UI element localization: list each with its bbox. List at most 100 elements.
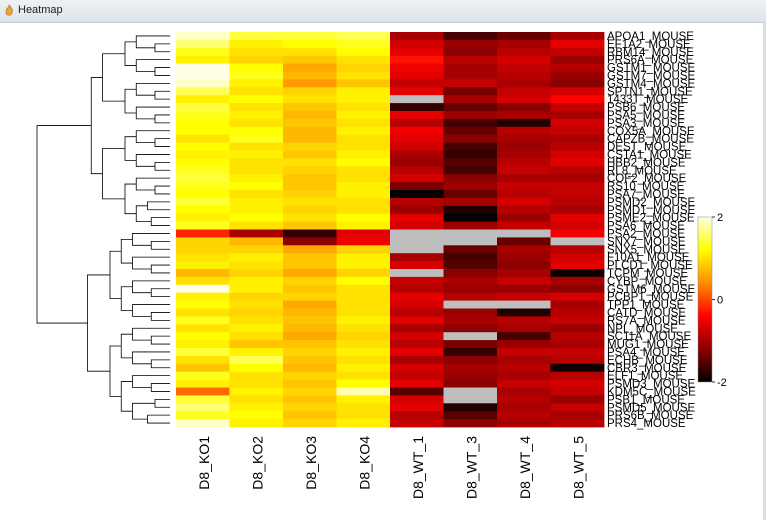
heatmap-cell [443, 308, 498, 317]
heatmap-cell [390, 111, 444, 120]
heatmap-cell [283, 55, 337, 64]
heatmap-cell [550, 118, 605, 128]
heatmap-cell [443, 419, 498, 428]
column-label: D8_KO3 [303, 436, 319, 490]
heatmap-cell [443, 166, 498, 175]
row-label: DEST_MOUSE [607, 142, 687, 154]
heatmap-cell [336, 269, 391, 278]
heatmap-cell [283, 79, 337, 88]
row-label: PLCD1_MOUSE [607, 260, 693, 272]
dendrogram-branch [154, 185, 170, 195]
heatmap-cell [497, 95, 551, 104]
heatmap-cell [443, 174, 498, 183]
heatmap-cell [283, 292, 337, 301]
heatmap-cell [229, 276, 284, 286]
heatmap-cell [283, 284, 337, 294]
heatmap-cell [229, 387, 284, 396]
heatmap-cell [229, 269, 284, 278]
dendrogram-branch [150, 312, 170, 321]
heatmap-cell [443, 348, 498, 357]
heatmap-cell [176, 245, 230, 254]
heatmap-cell [336, 182, 391, 191]
heatmap-cell [229, 87, 284, 96]
heatmap-cell [283, 403, 337, 412]
heatmap-cell [229, 332, 284, 341]
row-label: PSA2_MOUSE [607, 228, 685, 240]
heatmap-cell [390, 340, 444, 349]
heatmap-cell [283, 363, 337, 373]
heatmap-cell [176, 39, 230, 49]
heatmap-cell [443, 39, 498, 49]
heatmap-cell [176, 87, 230, 96]
row-label: HBB2_MOUSE [607, 157, 686, 169]
heatmap-cell [550, 213, 605, 222]
heatmap-cell [176, 142, 230, 151]
heatmap-cell [497, 205, 551, 215]
legend-tick-label: 2 [717, 212, 723, 224]
dendrogram-branch [135, 205, 152, 222]
window-frame-right [763, 22, 766, 520]
heatmap-cell [229, 316, 284, 325]
dendrogram-branch [135, 154, 170, 167]
heatmap-cell [176, 269, 230, 278]
heatmap-cell [229, 32, 284, 41]
heatmap-cell [497, 118, 551, 128]
heatmap-cell [550, 300, 605, 309]
heatmap-cell [497, 190, 551, 199]
heatmap-cell [497, 245, 551, 254]
heatmap-cell [283, 71, 337, 80]
dendrogram-branch [147, 414, 170, 424]
heatmap-cell [550, 142, 605, 151]
heatmap-cell [176, 182, 230, 191]
heatmap-cell [336, 292, 391, 301]
heatmap-cell [443, 379, 498, 388]
heatmap-cell [229, 237, 284, 246]
heatmap-cell [336, 261, 391, 270]
heatmap-cell [176, 95, 230, 104]
heatmap-cell [443, 118, 498, 128]
heatmap-cell [283, 237, 337, 246]
heatmap-cell [176, 332, 230, 341]
heatmap-cell [176, 237, 230, 246]
heatmap-cell [443, 213, 498, 222]
heatmap-cell [336, 111, 391, 120]
heatmap-cell [443, 205, 498, 215]
heatmap-cell [550, 292, 605, 301]
heatmap-cell [443, 387, 498, 396]
heatmap-cell [550, 308, 605, 317]
heatmap-cell [229, 261, 284, 270]
heatmap-cell [443, 32, 498, 41]
heatmap-cell [443, 134, 498, 143]
heatmap-cell [229, 395, 284, 404]
heatmap-cell [443, 269, 498, 278]
heatmap-cell [336, 158, 391, 167]
heatmap-cell [176, 174, 230, 183]
heatmap-cell [283, 371, 337, 380]
heatmap-cell [550, 174, 605, 183]
dendrogram-branch [135, 130, 170, 143]
heatmap-cell [176, 197, 230, 207]
row-label: KDM5C_MOUSE [607, 386, 696, 398]
heatmap-chart: APOA1_MOUSEEF1A2_MOUSERBM14_MOUSEPRS6A_M… [36, 31, 727, 499]
heatmap-cell [550, 324, 605, 333]
heatmap-cell [390, 71, 444, 80]
heatmap-cell [390, 158, 444, 167]
heatmap-cell [390, 245, 444, 254]
heatmap-cell [283, 229, 337, 238]
heatmap-cell [550, 190, 605, 199]
heatmap-cell [390, 269, 444, 278]
heatmap-cell [336, 355, 391, 365]
row-label: 1433T_MOUSE [607, 94, 689, 106]
heatmap-cell [283, 253, 337, 262]
heatmap-cell [336, 71, 391, 80]
heatmap-cell [443, 324, 498, 333]
heatmap-cell [336, 79, 391, 88]
heatmap-cell [336, 411, 391, 420]
heatmap-cell [390, 79, 444, 88]
heatmap-cell [497, 134, 551, 143]
heatmap-cell [229, 47, 284, 57]
row-label: RL8_MOUSE [607, 165, 677, 177]
heatmap-cell [390, 300, 444, 309]
heatmap-cell [176, 316, 230, 325]
row-label: PSB1_MOUSE [607, 394, 685, 406]
